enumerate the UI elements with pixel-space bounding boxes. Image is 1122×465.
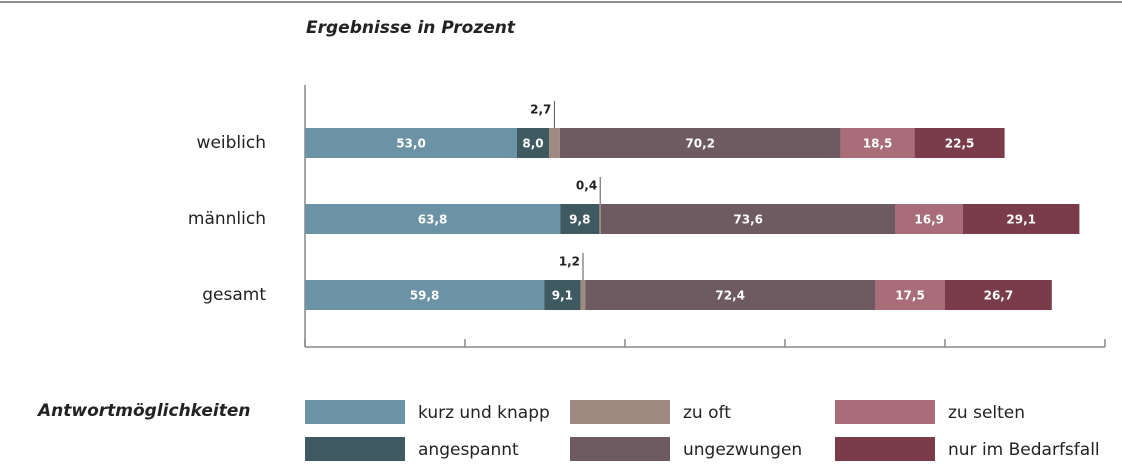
legend-swatch <box>305 437 405 461</box>
bar-segment <box>305 128 517 158</box>
category-label: weiblich <box>197 133 266 153</box>
legend-swatch <box>835 400 935 424</box>
bar-segment <box>305 280 545 310</box>
legend-swatch <box>835 437 935 461</box>
data-label: 2,7 <box>530 103 551 117</box>
data-label: 1,2 <box>559 255 580 269</box>
data-label: 26,7 <box>984 289 1014 303</box>
data-label: 8,0 <box>522 137 543 151</box>
legend-swatch <box>305 400 405 424</box>
bar-segment <box>875 280 945 310</box>
category-label: männlich <box>188 209 266 229</box>
legend-label: kurz und knapp <box>418 403 550 423</box>
chart-title: Ergebnisse in Prozent <box>306 18 516 38</box>
bar-segment <box>517 128 549 158</box>
legend-label: angespannt <box>418 440 519 460</box>
bar-segment <box>945 280 1052 310</box>
data-label: 59,8 <box>410 289 440 303</box>
legend-label: zu oft <box>683 403 731 423</box>
data-label: 16,9 <box>914 213 944 227</box>
data-label: 29,1 <box>1006 213 1036 227</box>
legend-label: ungezwungen <box>683 440 802 460</box>
data-label: 70,2 <box>685 137 715 151</box>
bar-segment <box>963 204 1080 234</box>
data-label: 17,5 <box>895 289 925 303</box>
legend-title: Antwortmöglichkeiten <box>36 401 251 421</box>
bar-segment <box>585 280 875 310</box>
data-label: 73,6 <box>733 213 763 227</box>
data-label: 9,8 <box>569 213 590 227</box>
bar-segment <box>840 128 915 158</box>
bar-segment <box>305 204 561 234</box>
category-label: gesamt <box>202 285 266 305</box>
bar-segment <box>599 204 601 234</box>
data-label: 9,1 <box>552 289 573 303</box>
legend-label: zu selten <box>948 403 1025 423</box>
bar-segment <box>895 204 963 234</box>
bar-segment <box>544 280 581 310</box>
bar-segment <box>549 128 560 158</box>
legend-swatch <box>570 437 670 461</box>
bar-segment <box>560 204 600 234</box>
bar-segment <box>559 128 841 158</box>
data-label: 0,4 <box>576 179 597 193</box>
bar-segment <box>914 128 1005 158</box>
legend-swatch <box>570 400 670 424</box>
data-label: 22,5 <box>945 137 975 151</box>
data-label: 63,8 <box>418 213 448 227</box>
bar-segment <box>580 280 586 310</box>
bar-segment <box>601 204 896 234</box>
data-label: 72,4 <box>715 289 745 303</box>
data-label: 53,0 <box>396 137 426 151</box>
legend-label: nur im Bedarfsfall <box>948 440 1100 460</box>
data-label: 18,5 <box>863 137 893 151</box>
